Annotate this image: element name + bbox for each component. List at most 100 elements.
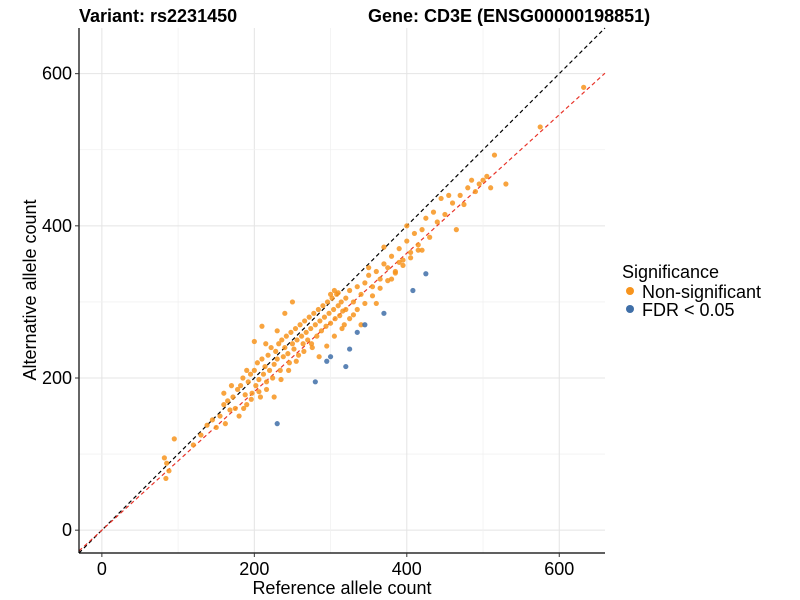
point-non-significant (256, 376, 262, 383)
point-non-significant (293, 358, 299, 364)
point-non-significant (259, 356, 265, 362)
point-non-significant (312, 322, 318, 328)
point-non-significant (341, 322, 347, 328)
point-non-significant (377, 285, 383, 291)
legend-swatch-fdr (626, 305, 634, 313)
point-non-significant (247, 371, 254, 377)
point-non-significant (411, 230, 418, 237)
point-non-significant (366, 265, 372, 271)
point-non-significant (234, 386, 241, 393)
point-non-significant (303, 329, 309, 335)
point-non-significant (381, 244, 387, 250)
point-non-significant (164, 460, 170, 466)
point-non-significant (244, 367, 250, 373)
point-non-significant (324, 343, 330, 349)
y-tick-label: 200 (42, 368, 72, 388)
point-non-significant (225, 398, 231, 404)
point-non-significant (163, 475, 169, 482)
point-non-significant (430, 209, 437, 215)
point-fdr-significant (362, 322, 368, 328)
point-non-significant (491, 152, 498, 158)
chart-title-variant: Variant: rs2231450 (79, 6, 237, 26)
point-non-significant (263, 379, 270, 385)
point-non-significant (343, 295, 349, 301)
point-non-significant (286, 360, 292, 366)
point-non-significant (404, 238, 410, 244)
point-non-significant (305, 337, 311, 343)
point-non-significant (381, 261, 387, 267)
point-non-significant (480, 177, 486, 183)
point-non-significant (434, 219, 440, 225)
point-non-significant (415, 247, 421, 253)
point-non-significant (453, 227, 459, 233)
identity-line (78, 27, 606, 554)
point-non-significant (388, 276, 395, 282)
point-non-significant (265, 352, 271, 358)
point-non-significant (339, 325, 345, 332)
point-non-significant (465, 185, 471, 191)
point-non-significant (461, 201, 467, 208)
x-axis-label: Reference allele count (252, 578, 431, 598)
point-non-significant (300, 341, 306, 347)
point-non-significant (347, 316, 353, 322)
point-fdr-significant (327, 354, 334, 360)
data-points (161, 84, 587, 482)
point-non-significant (232, 405, 238, 412)
point-non-significant (468, 177, 475, 183)
point-non-significant (228, 383, 235, 389)
point-non-significant (251, 338, 257, 345)
point-non-significant (289, 341, 296, 347)
point-non-significant (221, 390, 227, 396)
point-non-significant (358, 291, 364, 297)
point-non-significant (166, 468, 172, 474)
point-non-significant (209, 417, 216, 423)
point-non-significant (262, 363, 268, 370)
point-non-significant (257, 394, 264, 400)
point-non-significant (449, 200, 456, 206)
point-non-significant (326, 310, 332, 316)
point-non-significant (321, 314, 328, 320)
point-non-significant (273, 348, 279, 354)
point-non-significant (396, 246, 402, 252)
point-non-significant (323, 323, 329, 329)
point-non-significant (369, 293, 376, 299)
point-non-significant (415, 242, 421, 248)
point-non-significant (472, 188, 479, 195)
point-non-significant (204, 422, 210, 428)
point-non-significant (259, 323, 265, 329)
point-non-significant (311, 310, 317, 316)
point-fdr-significant (312, 379, 318, 385)
point-non-significant (274, 356, 280, 362)
point-non-significant (503, 181, 509, 187)
point-non-significant (408, 255, 414, 261)
point-non-significant (295, 352, 302, 358)
point-non-significant (315, 306, 321, 313)
point-non-significant (270, 375, 276, 381)
point-non-significant (369, 284, 376, 290)
point-non-significant (400, 257, 406, 263)
point-non-significant (282, 310, 288, 316)
point-non-significant (400, 262, 406, 268)
point-fdr-significant (274, 421, 280, 427)
point-non-significant (286, 367, 292, 373)
point-non-significant (161, 455, 167, 461)
point-non-significant (297, 322, 303, 328)
point-non-significant (222, 421, 228, 427)
point-non-significant (373, 268, 379, 275)
point-non-significant (335, 303, 341, 309)
point-non-significant (276, 341, 282, 347)
y-tick-label: 400 (42, 216, 72, 236)
point-non-significant (302, 318, 308, 324)
point-non-significant (301, 348, 307, 354)
point-non-significant (427, 234, 433, 240)
point-non-significant (278, 376, 284, 383)
point-non-significant (331, 333, 337, 339)
y-axis-label: Alternative allele count (20, 199, 40, 380)
point-non-significant (244, 402, 250, 408)
point-non-significant (282, 344, 288, 351)
x-tick-label: 200 (239, 559, 269, 579)
point-non-significant (217, 413, 223, 419)
point-non-significant (537, 124, 543, 130)
